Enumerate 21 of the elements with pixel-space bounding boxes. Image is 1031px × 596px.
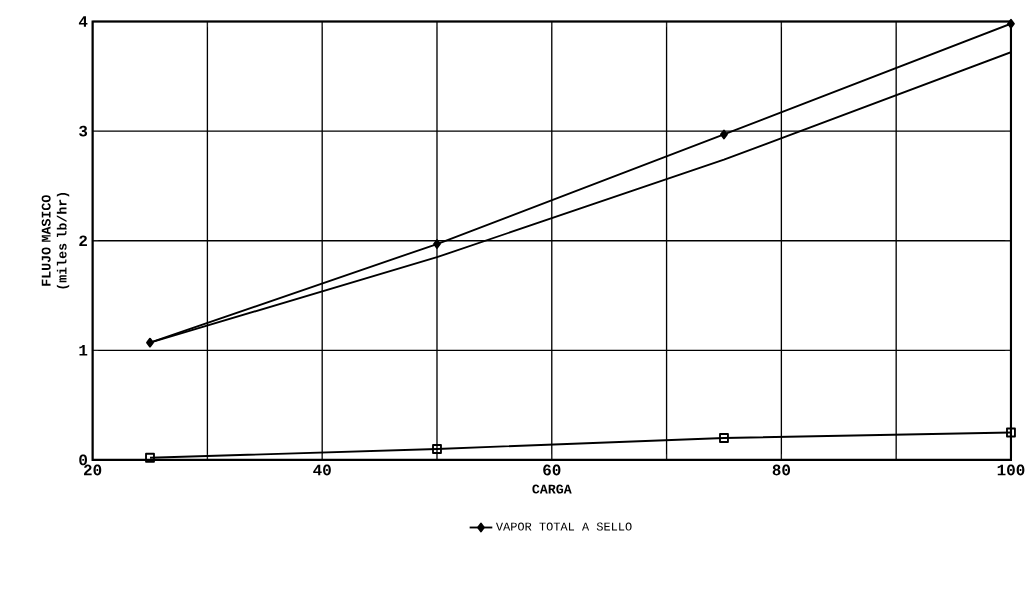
y-axis-title: FLUJO MASICO (miles lb/hr) (41, 192, 70, 289)
y-tick-label: 2 (79, 235, 87, 247)
legend-label: VAPOR TOTAL A SELLO (495, 522, 632, 531)
x-tick-label: 80 (772, 464, 791, 476)
point (146, 337, 154, 348)
x-tick-label: 40 (313, 464, 331, 476)
point (1007, 18, 1015, 29)
point (432, 444, 442, 454)
point (1006, 427, 1016, 438)
x-tick-label: 100 (997, 464, 1025, 476)
point (719, 433, 729, 443)
point (433, 239, 441, 249)
y-tick-label: 4 (78, 16, 88, 27)
x-axis-title: CARGA (532, 484, 572, 494)
point (720, 129, 728, 140)
x-tick-label: 20 (84, 464, 102, 476)
y-tick-label: 3 (79, 125, 88, 137)
point (145, 452, 155, 463)
x-tick-label: 60 (543, 464, 561, 476)
y-tick-label: 1 (79, 345, 88, 356)
y-tick-label: 0 (79, 454, 87, 466)
